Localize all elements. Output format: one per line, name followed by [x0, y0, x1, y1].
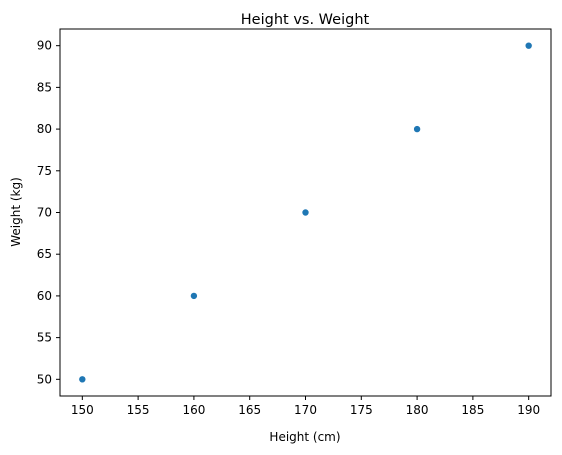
- x-tick-label: 190: [517, 403, 540, 417]
- scatter-point: [301, 208, 310, 217]
- x-tick-label: 155: [127, 403, 150, 417]
- y-tick-label: 65: [37, 247, 52, 261]
- x-axis-label: Height (cm): [269, 430, 340, 444]
- scatter-point: [413, 125, 421, 133]
- scatter-point: [78, 375, 87, 384]
- x-tick-label: 165: [238, 403, 261, 417]
- x-tick-label: 180: [406, 403, 429, 417]
- y-tick-label: 75: [37, 164, 52, 178]
- y-tick-label: 50: [37, 372, 52, 386]
- y-tick-label: 60: [37, 289, 52, 303]
- x-tick-label: 150: [71, 403, 94, 417]
- x-tick-label: 160: [182, 403, 205, 417]
- scatter-point: [524, 41, 533, 50]
- chart-title: Height vs. Weight: [241, 12, 370, 28]
- y-tick-label: 90: [37, 39, 52, 53]
- y-tick-label: 80: [37, 122, 52, 136]
- scatter-point: [190, 292, 198, 300]
- x-tick-label: 175: [350, 403, 373, 417]
- y-tick-label: 85: [37, 80, 52, 94]
- x-tick-label: 170: [294, 403, 317, 417]
- y-tick-label: 70: [37, 206, 52, 220]
- x-axis-ticks: 150 155 160 165 170 175 180 185 190: [71, 396, 540, 417]
- y-tick-label: 55: [37, 331, 52, 345]
- x-tick-label: 185: [461, 403, 484, 417]
- y-axis-label: Weight (kg): [9, 177, 23, 247]
- data-points: [78, 41, 533, 384]
- y-axis-ticks: 50 55 60 65 70 75 80 85 90: [37, 39, 60, 386]
